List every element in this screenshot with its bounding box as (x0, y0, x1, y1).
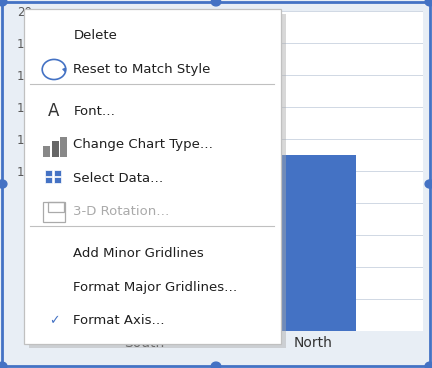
Text: Font…: Font… (73, 105, 115, 118)
Text: A: A (48, 102, 60, 120)
Text: 3-D Rotation…: 3-D Rotation… (73, 205, 170, 218)
Text: Delete: Delete (73, 29, 118, 42)
Text: Add Minor Gridlines: Add Minor Gridlines (73, 247, 204, 260)
Text: Reset to Match Style: Reset to Match Style (73, 63, 211, 76)
Bar (271, 155, 356, 331)
Text: Format Major Gridlines…: Format Major Gridlines… (73, 281, 238, 294)
FancyArrowPatch shape (158, 316, 200, 338)
Text: Format Axis…: Format Axis… (73, 314, 165, 327)
Text: Select Data…: Select Data… (73, 172, 164, 185)
Text: Change Chart Type…: Change Chart Type… (73, 138, 213, 151)
Bar (102, 75, 187, 331)
Text: ✓: ✓ (49, 314, 59, 327)
